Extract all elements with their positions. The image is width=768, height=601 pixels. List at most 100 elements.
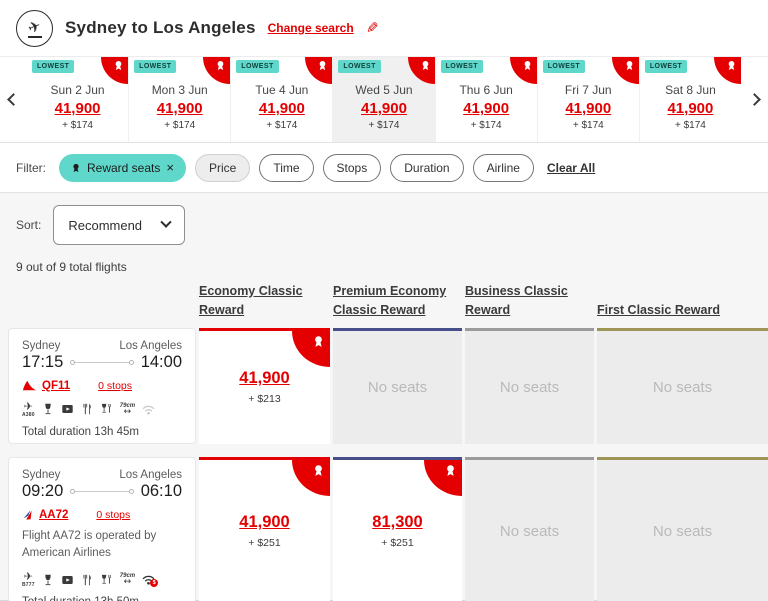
pencil-icon[interactable]: ✎ bbox=[365, 20, 379, 37]
points-price[interactable]: 41,900 bbox=[54, 100, 101, 117]
flight-number-link[interactable]: AA72 bbox=[22, 509, 68, 521]
results-area: Sort: Recommend 9 out of 9 total flights… bbox=[0, 193, 768, 601]
arrival-time: 06:10 bbox=[140, 481, 182, 500]
medal-icon bbox=[522, 60, 533, 71]
seat-pitch-icon: 79cm ↔ bbox=[119, 402, 136, 417]
no-seats-label: No seats bbox=[652, 522, 713, 540]
fare-cell-business-qf11: No seats bbox=[465, 327, 594, 444]
column-business-classic-reward[interactable]: Business Classic Reward bbox=[465, 284, 568, 318]
destination-city: Los Angeles bbox=[119, 339, 182, 352]
medal-icon bbox=[444, 464, 457, 477]
reward-ribbon bbox=[292, 459, 330, 496]
route-connector bbox=[70, 359, 134, 365]
carousel-prev-button[interactable] bbox=[0, 57, 27, 142]
fare-points[interactable]: 41,900 bbox=[239, 513, 290, 532]
entertainment-icon bbox=[61, 574, 74, 586]
fare-cell-premium-economy-aa72[interactable]: 81,300 + $251 bbox=[333, 456, 462, 601]
points-price[interactable]: 41,900 bbox=[361, 100, 407, 117]
stops-link[interactable]: 0 stops bbox=[98, 379, 132, 392]
filter-chip-duration[interactable]: Duration bbox=[390, 153, 464, 182]
meal-service-icon bbox=[100, 403, 113, 415]
page-title: Sydney to Los Angeles bbox=[65, 18, 256, 37]
column-first-classic-reward[interactable]: First Classic Reward bbox=[597, 303, 720, 318]
flight-summary-card: Sydney Los Angeles 09:20 06:10 AA72 0 st… bbox=[8, 456, 196, 601]
medal-icon bbox=[624, 60, 635, 71]
reward-ribbon bbox=[203, 57, 231, 84]
search-header: ✈ Sydney to Los Angeles Change search ✎ bbox=[0, 0, 768, 56]
date-carousel: LOWEST Sun 2 Jun 41,900 + $174 LOWEST Mo… bbox=[0, 56, 768, 143]
date-card-fri-7-jun[interactable]: LOWEST Fri 7 Jun 41,900 + $174 bbox=[536, 57, 639, 142]
flight-row-aa72: Sydney Los Angeles 09:20 06:10 AA72 0 st… bbox=[0, 456, 768, 601]
filter-chip-label: Reward seats bbox=[87, 160, 161, 175]
filter-chip-stops[interactable]: Stops bbox=[322, 153, 382, 182]
arrival-time: 14:00 bbox=[140, 352, 182, 371]
destination-city: Los Angeles bbox=[119, 468, 182, 481]
flight-takeoff-icon: ✈ bbox=[16, 9, 53, 47]
no-seats-label: No seats bbox=[367, 378, 428, 396]
aircraft-b777-icon: ✈ B777 bbox=[22, 570, 35, 589]
wifi-unavailable-icon bbox=[142, 404, 155, 415]
filter-chip-time[interactable]: Time bbox=[259, 153, 314, 182]
date-card-sat-8-jun[interactable]: LOWEST Sat 8 Jun 41,900 + $174 bbox=[638, 57, 741, 142]
sort-dropdown[interactable]: Recommend bbox=[53, 205, 186, 245]
points-price[interactable]: 41,900 bbox=[258, 100, 305, 117]
flight-number[interactable]: AA72 bbox=[39, 508, 69, 521]
filter-chip-price[interactable]: Price bbox=[194, 153, 251, 182]
column-economy-classic-reward[interactable]: Economy Classic Reward bbox=[199, 284, 303, 318]
date-card-sun-2-jun[interactable]: LOWEST Sun 2 Jun 41,900 + $174 bbox=[27, 57, 129, 142]
filter-chip-reward-seats[interactable]: Reward seats × bbox=[59, 153, 186, 182]
medal-icon bbox=[317, 60, 328, 71]
dining-icon bbox=[81, 403, 93, 415]
fare-points[interactable]: 81,300 bbox=[372, 513, 423, 532]
date-card-tue-4-jun[interactable]: LOWEST Tue 4 Jun 41,900 + $174 bbox=[230, 57, 333, 142]
date-card-thu-6-jun[interactable]: LOWEST Thu 6 Jun 41,900 + $174 bbox=[434, 57, 537, 142]
no-seats-label: No seats bbox=[499, 522, 560, 540]
close-icon[interactable]: × bbox=[166, 160, 174, 175]
reward-ribbon bbox=[424, 459, 462, 496]
entertainment-icon bbox=[61, 403, 74, 415]
total-duration: Total duration 13h 45m bbox=[22, 425, 139, 438]
change-search-link[interactable]: Change search bbox=[267, 21, 354, 35]
fare-cell-economy-qf11[interactable]: 41,900 + $213 bbox=[199, 327, 330, 444]
filter-chip-airline[interactable]: Airline bbox=[472, 153, 534, 182]
carousel-next-button[interactable] bbox=[741, 57, 768, 142]
reward-ribbon bbox=[509, 57, 537, 84]
reward-ribbon bbox=[101, 57, 129, 84]
departure-time: 09:20 bbox=[22, 481, 64, 500]
points-price[interactable]: 41,900 bbox=[565, 100, 612, 117]
medal-icon bbox=[420, 60, 431, 71]
date-label: Mon 3 Jun bbox=[151, 83, 208, 97]
points-price[interactable]: 41,900 bbox=[156, 100, 203, 117]
flight-number-link[interactable]: QF11 bbox=[22, 380, 70, 392]
fare-fee: + $251 bbox=[381, 537, 414, 550]
cash-fee: + $174 bbox=[62, 120, 93, 131]
beverage-icon bbox=[42, 403, 54, 415]
column-premium-economy-classic-reward[interactable]: Premium Economy Classic Reward bbox=[333, 284, 447, 318]
amenities-row: ✈ B777 79cm ↔ $ bbox=[22, 571, 182, 588]
filter-bar: Filter: Reward seats × Price Time Stops … bbox=[0, 143, 768, 193]
date-card-wed-5-jun-selected[interactable]: LOWEST Wed 5 Jun 41,900 + $174 bbox=[332, 57, 435, 142]
fare-cell-business-aa72: No seats bbox=[465, 456, 594, 601]
fare-points[interactable]: 41,900 bbox=[239, 369, 290, 388]
stops-link[interactable]: 0 stops bbox=[96, 508, 131, 521]
seat-pitch-icon: 79cm ↔ bbox=[119, 573, 136, 588]
flight-row-qf11: Sydney Los Angeles 17:15 14:00 QF11 0 st… bbox=[0, 327, 768, 444]
clear-all-link[interactable]: Clear All bbox=[546, 160, 596, 175]
date-label: Thu 6 Jun bbox=[459, 83, 513, 97]
flight-number[interactable]: QF11 bbox=[42, 379, 71, 392]
cash-fee: + $174 bbox=[572, 120, 604, 131]
lowest-badge: LOWEST bbox=[32, 60, 75, 73]
fare-cell-economy-aa72[interactable]: 41,900 + $251 bbox=[199, 456, 330, 601]
points-price[interactable]: 41,900 bbox=[667, 100, 714, 117]
filter-label: Filter: bbox=[16, 160, 46, 175]
flight-summary-card: Sydney Los Angeles 17:15 14:00 QF11 0 st… bbox=[8, 327, 196, 444]
date-card-mon-3-jun[interactable]: LOWEST Mon 3 Jun 41,900 + $174 bbox=[128, 57, 231, 142]
results-summary: 9 out of 9 total flights bbox=[16, 260, 127, 274]
lowest-badge: LOWEST bbox=[542, 60, 586, 73]
date-label: Tue 4 Jun bbox=[255, 83, 309, 97]
fare-cell-premium-economy-qf11: No seats bbox=[333, 327, 462, 444]
sort-selected-value: Recommend bbox=[68, 217, 143, 233]
amenities-row: ✈ A380 79cm ↔ bbox=[22, 401, 182, 418]
points-price[interactable]: 41,900 bbox=[463, 100, 510, 117]
no-seats-label: No seats bbox=[499, 378, 560, 396]
